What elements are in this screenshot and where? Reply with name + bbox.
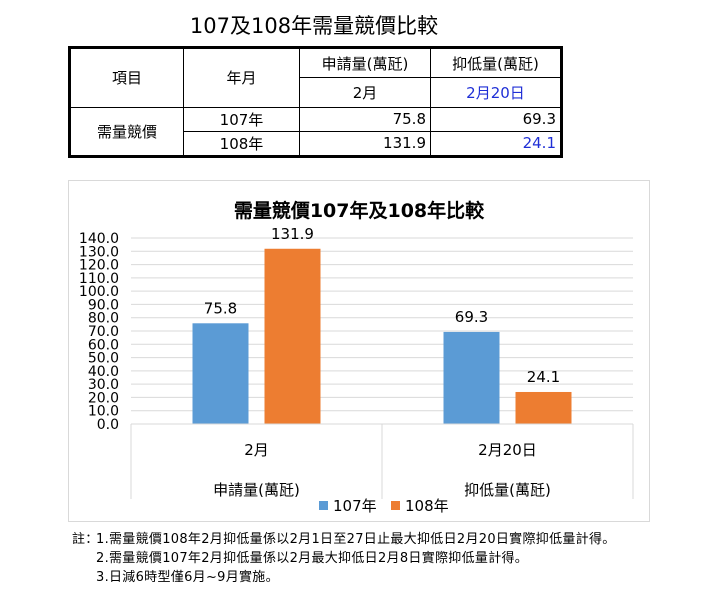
subheader-reduce-date: 2月20日 bbox=[430, 77, 562, 108]
row-year: 108年 bbox=[183, 130, 300, 158]
y-tick-label: 10.0 bbox=[88, 404, 119, 420]
bar bbox=[515, 391, 572, 424]
header-year: 年月 bbox=[183, 47, 300, 108]
legend-label: 108年 bbox=[405, 497, 449, 515]
y-tick-label: 70.0 bbox=[88, 324, 119, 340]
legend-swatch bbox=[319, 501, 328, 510]
row-apply-value: 75.8 bbox=[299, 106, 431, 132]
footnote-prefix: 註： bbox=[72, 532, 99, 547]
data-label: 69.3 bbox=[455, 308, 488, 326]
subheader-apply-date: 2月 bbox=[299, 77, 431, 108]
row-apply-value: 131.9 bbox=[299, 130, 431, 158]
footnote-line: 1.需量競價108年2月抑低量係以2月1日至27日止最大抑低日2月20日實際抑低… bbox=[96, 532, 616, 547]
chart-title: 需量競價107年及108年比較 bbox=[234, 199, 485, 222]
y-tick-label: 0.0 bbox=[97, 417, 119, 433]
y-tick-label: 50.0 bbox=[88, 351, 119, 367]
bars: 75.8 131.9 69.3 24.1 bbox=[192, 225, 572, 424]
footnotes: 註：1.需量競價108年2月抑低量係以2月1日至27日止最大抑低日2月20日實際… bbox=[72, 530, 616, 587]
bar bbox=[192, 323, 249, 424]
legend: 107年 108年 bbox=[319, 497, 449, 515]
header-reduce: 抑低量(萬瓩) bbox=[430, 46, 562, 79]
row-reduce-value: 24.1 bbox=[430, 130, 562, 158]
y-tick-label: 90.0 bbox=[88, 297, 119, 313]
footnote-line: 3.日減6時型僅6月~9月實施。 bbox=[96, 570, 279, 585]
footnote-line: 2.需量競價107年2月抑低量係以2月最大抑低日2月8日實際抑低量計得。 bbox=[96, 551, 529, 566]
chart-panel: 需量競價107年及108年比較 0.0 10.0 20.0 30.0 40.0 50.0 6… bbox=[68, 180, 650, 522]
y-tick-label: 20.0 bbox=[88, 390, 119, 406]
y-tick-label: 30.0 bbox=[88, 377, 119, 393]
y-tick-label: 40.0 bbox=[88, 364, 119, 380]
legend-swatch bbox=[391, 501, 400, 510]
data-label: 24.1 bbox=[527, 368, 560, 386]
x-tick-label: 2月20日 bbox=[478, 441, 537, 459]
row-reduce-value: 69.3 bbox=[430, 106, 562, 132]
y-tick-label: 120.0 bbox=[79, 258, 119, 274]
data-label: 131.9 bbox=[271, 225, 314, 243]
x-group-label: 抑低量(萬瓩) bbox=[464, 481, 551, 499]
y-tick-label: 60.0 bbox=[88, 337, 119, 353]
table-row: 需量競價 107年 75.8 69.3 bbox=[69, 106, 562, 158]
bar bbox=[264, 248, 321, 424]
bar bbox=[443, 331, 500, 424]
row-year: 107年 bbox=[183, 106, 300, 132]
x-tick-label: 2月 bbox=[244, 441, 269, 459]
x-group-label: 申請量(萬瓩) bbox=[213, 481, 300, 499]
header-item: 項目 bbox=[69, 47, 184, 108]
y-tick-label: 100.0 bbox=[79, 284, 119, 300]
y-tick-label: 130.0 bbox=[79, 244, 119, 260]
y-tick-label: 80.0 bbox=[88, 311, 119, 327]
table-row: 108年 131.9 24.1 bbox=[70, 130, 562, 158]
bar-chart: 需量競價107年及108年比較 0.010.020.030.040.050.06… bbox=[79, 199, 634, 515]
document-title: 107及108年需量競價比較 bbox=[189, 14, 439, 38]
row-label: 需量競價 bbox=[69, 106, 184, 158]
y-axis-ticks: 0.010.020.030.040.050.060.070.080.090.01… bbox=[79, 231, 119, 433]
comparison-table: 項目 年月 申請量(萬瓩) 抑低量(萬瓩) 2月 2月20日 需量競價 107年… bbox=[68, 46, 563, 158]
y-tick-label: 110.0 bbox=[79, 271, 119, 287]
y-tick-label: 140.0 bbox=[79, 231, 119, 247]
legend-label: 107年 bbox=[333, 497, 377, 515]
header-apply: 申請量(萬瓩) bbox=[299, 46, 431, 79]
data-label: 75.8 bbox=[204, 299, 237, 317]
